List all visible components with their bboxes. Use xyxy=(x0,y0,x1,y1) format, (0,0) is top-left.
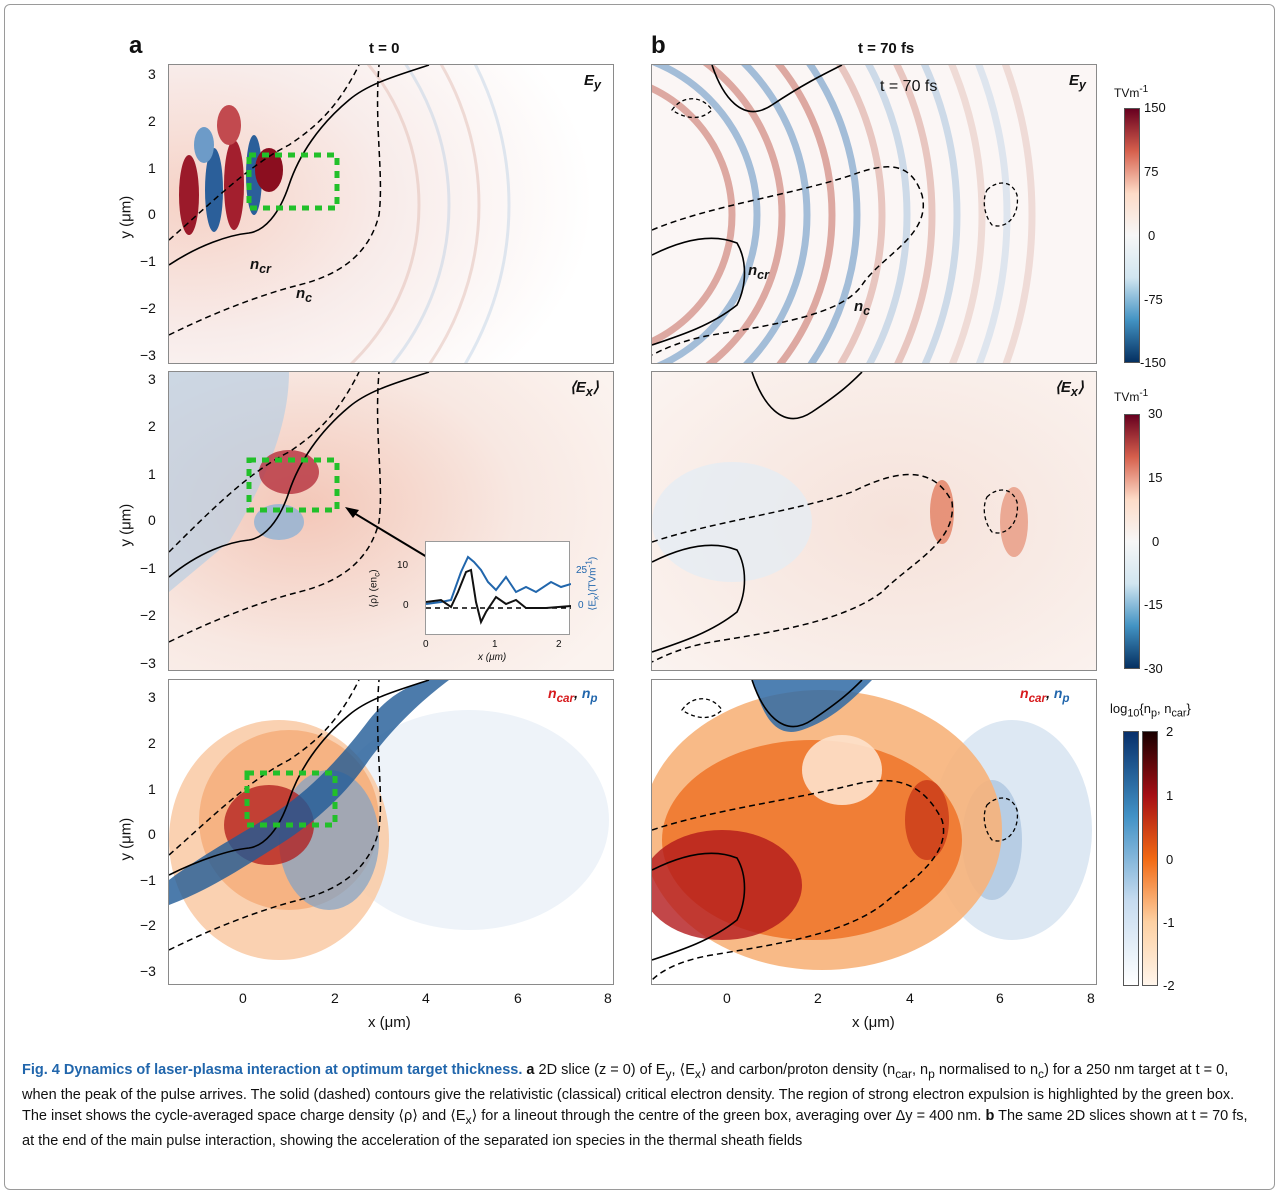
column-a-title: t = 0 xyxy=(369,40,400,57)
cb-ex-tick-4: -30 xyxy=(1144,661,1163,676)
x-tick: 2 xyxy=(814,990,822,1006)
y-tick: 0 xyxy=(148,206,156,222)
x-tick: 6 xyxy=(514,990,522,1006)
y-tick: 0 xyxy=(148,512,156,528)
x-tick: 8 xyxy=(1087,990,1095,1006)
colorbar-density-label: log10{np, ncar} xyxy=(1110,701,1191,720)
y-tick: −2 xyxy=(140,607,156,623)
cb-ey-tick-4: -150 xyxy=(1140,355,1167,370)
time-annotation: t = 70 fs xyxy=(880,78,938,95)
inset-yr-tick-0: 25 xyxy=(576,565,588,576)
y-tick: 3 xyxy=(148,689,156,705)
y-tick: −2 xyxy=(140,917,156,933)
y-tick: −3 xyxy=(140,347,156,363)
x-tick: 8 xyxy=(604,990,612,1006)
x-tick: 0 xyxy=(723,990,731,1006)
y-axis-label: y (μm) xyxy=(117,195,135,239)
y-tick: −3 xyxy=(140,963,156,979)
column-b-title: t = 70 fs xyxy=(858,40,915,57)
inset-x-tick-1: 1 xyxy=(492,639,498,650)
inset-lineout xyxy=(425,541,572,635)
plot-a-ey-label: Ey xyxy=(584,72,601,92)
cb-ey-tick-3: -75 xyxy=(1144,292,1163,307)
y-tick: 3 xyxy=(148,371,156,387)
y-tick: −3 xyxy=(140,655,156,671)
cb-den-tick-2: 0 xyxy=(1166,852,1174,867)
plot-b-ex-label: ⟨Ex⟩ xyxy=(1055,379,1084,399)
caption-title: Fig. 4 Dynamics of laser-plasma interact… xyxy=(22,1062,523,1078)
inset-x-tick-0: 0 xyxy=(423,639,429,650)
plot-b-ey-label: Ey xyxy=(1069,72,1086,92)
y-axis-label: y (μm) xyxy=(117,503,135,547)
plot-a-density xyxy=(168,679,614,985)
colorbar-density-carbon xyxy=(1142,731,1158,986)
figure-frame xyxy=(4,4,1275,1190)
y-tick: −1 xyxy=(140,253,156,269)
inset-x-label: x (μm) xyxy=(478,652,507,663)
cb-ex-tick-2: 0 xyxy=(1152,534,1160,549)
cb-den-tick-4: -2 xyxy=(1163,978,1175,993)
plot-a-ex-label: ⟨Ex⟩ xyxy=(570,379,599,399)
y-tick: 0 xyxy=(148,826,156,842)
x-tick: 4 xyxy=(906,990,914,1006)
y-tick: 1 xyxy=(148,466,156,482)
figure-caption: Fig. 4 Dynamics of laser-plasma interact… xyxy=(22,1062,1248,1149)
inset-yr-tick-1: 0 xyxy=(578,600,584,611)
cb-ey-tick-2: 0 xyxy=(1148,228,1156,243)
y-tick: −1 xyxy=(140,872,156,888)
colorbar-ex xyxy=(1124,414,1140,669)
cb-den-tick-0: 2 xyxy=(1166,724,1174,739)
x-tick: 0 xyxy=(239,990,247,1006)
inset-x-tick-2: 2 xyxy=(556,639,562,650)
colorbar-ex-unit: TVm-1 xyxy=(1114,388,1149,404)
y-tick: 1 xyxy=(148,781,156,797)
colorbar-ey xyxy=(1124,108,1140,363)
x-tick: 6 xyxy=(996,990,1004,1006)
plot-b-density xyxy=(651,679,1097,985)
panel-b-letter: b xyxy=(651,32,666,59)
plot-a-ey xyxy=(168,64,614,364)
cb-den-tick-1: 1 xyxy=(1166,788,1174,803)
cb-ex-tick-1: 15 xyxy=(1148,470,1163,485)
y-tick: −2 xyxy=(140,300,156,316)
ncr-label-b: ncr xyxy=(748,262,769,282)
nc-label-a: nc xyxy=(296,285,313,305)
colorbar-ey-unit: TVm-1 xyxy=(1114,84,1149,100)
ncr-label-a: ncr xyxy=(250,256,271,276)
y-tick: −1 xyxy=(140,560,156,576)
plot-a-density-label: ncar, np xyxy=(548,685,598,705)
y-tick: 2 xyxy=(148,113,156,129)
y-axis-label: y (μm) xyxy=(117,817,135,861)
y-tick: 1 xyxy=(148,160,156,176)
cb-ex-tick-3: -15 xyxy=(1144,597,1163,612)
x-axis-label-a: x (μm) xyxy=(368,1014,411,1031)
plot-b-ex xyxy=(651,371,1097,671)
cb-ey-tick-0: 150 xyxy=(1144,100,1166,115)
panel-a-letter: a xyxy=(129,32,143,59)
x-tick: 4 xyxy=(422,990,430,1006)
inset-y-right-label: ⟨Ex⟩(TVm-1) xyxy=(583,556,601,611)
cb-ey-tick-1: 75 xyxy=(1144,164,1159,179)
cb-den-tick-3: -1 xyxy=(1163,915,1175,930)
nc-label-b: nc xyxy=(854,298,871,318)
x-axis-label-b: x (μm) xyxy=(852,1014,895,1031)
cb-ex-tick-0: 30 xyxy=(1148,406,1163,421)
y-tick: 2 xyxy=(148,735,156,751)
x-tick: 2 xyxy=(331,990,339,1006)
inset-y-left-label: ⟨ρ⟩ (enc) xyxy=(368,569,382,608)
inset-yl-tick-1: 0 xyxy=(403,600,409,611)
colorbar-density-protons xyxy=(1123,731,1139,986)
inset-yl-tick-0: 10 xyxy=(397,560,409,571)
plot-b-ey xyxy=(651,64,1097,364)
y-tick: 3 xyxy=(148,66,156,82)
y-tick: 2 xyxy=(148,418,156,434)
plot-b-density-label: ncar, np xyxy=(1020,685,1070,705)
